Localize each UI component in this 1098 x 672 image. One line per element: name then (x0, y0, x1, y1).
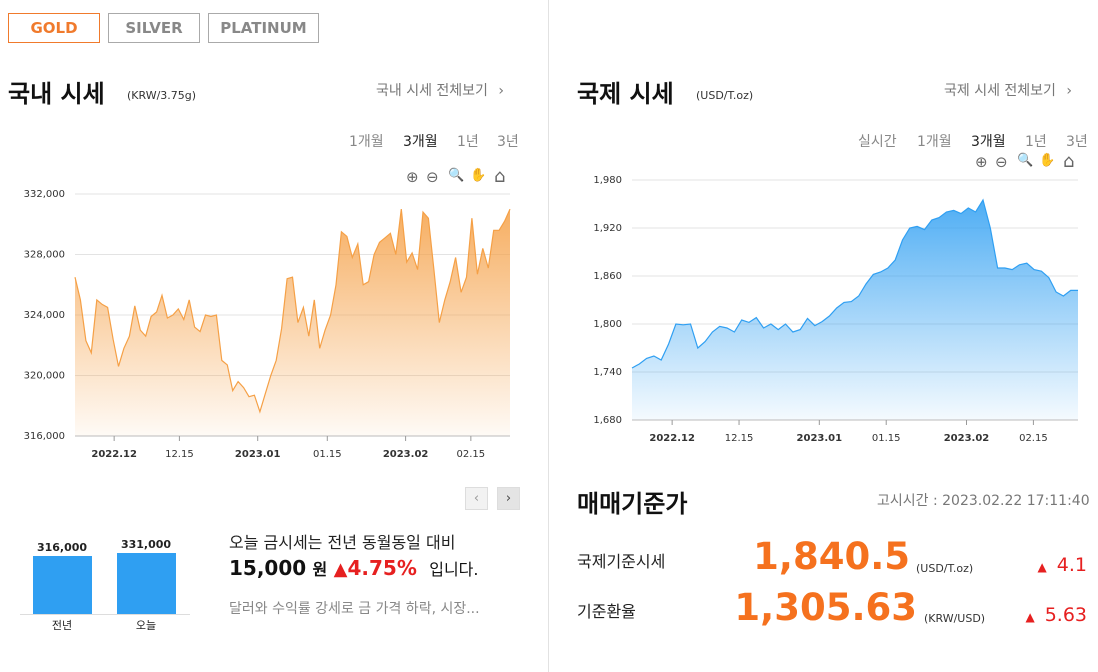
intl-y-tick-label: 1,860 (593, 271, 622, 282)
intl-area (632, 200, 1078, 420)
intl-rate-unit: (USD/T.oz) (916, 562, 974, 575)
intl-series-line (631, 198, 1078, 369)
chevron-left-icon: ‹ (473, 491, 480, 506)
tab-platinum[interactable]: PLATINUM (208, 13, 319, 43)
domestic-period-1y[interactable]: 1년 (457, 134, 479, 150)
intl-period-3y[interactable]: 3년 (1066, 134, 1088, 150)
summary-won: 원 (312, 560, 328, 579)
domestic-area (75, 209, 510, 436)
intl-view-all-label: 국제 시세 전체보기 (944, 83, 1056, 99)
intl-period-1y[interactable]: 1년 (1025, 134, 1047, 150)
bar-last-year-label: 전년 (51, 619, 73, 632)
bar-chart-baseline (20, 614, 190, 615)
rates-time: 고시시간 : 2023.02.22 17:11:40 (877, 493, 1090, 509)
bar-today (117, 553, 176, 614)
intl-period-3m[interactable]: 3개월 (971, 134, 1006, 150)
zoom-select-icon[interactable]: 🔍 (448, 168, 465, 183)
intl-y-tick-label: 1,740 (593, 367, 622, 378)
chevron-right-icon: › (1066, 83, 1073, 99)
zoom-out-icon[interactable]: ⊖ (995, 153, 1008, 171)
bar-last-year (33, 555, 92, 614)
tab-silver[interactable]: SILVER (108, 13, 200, 43)
tab-gold[interactable]: GOLD (8, 13, 100, 43)
domestic-price-chart: 316,000 320,000 324,000 328,000 332,000 2022.… (24, 189, 511, 460)
news-headline-link[interactable]: 달러와 수익률 강세로 금 가격 하락, 시장... (229, 601, 480, 617)
domestic-y-tick-label: 324,000 (24, 310, 65, 321)
prev-page-button[interactable]: ‹ (465, 487, 488, 510)
zoom-in-icon[interactable]: ⊕ (975, 153, 988, 171)
intl-period-1m[interactable]: 1개월 (917, 134, 952, 150)
intl-period-realtime[interactable]: 실시간 (858, 134, 897, 150)
zoom-select-icon[interactable]: 🔍 (1017, 153, 1034, 168)
intl-x-tick-label: 2022.12 (649, 433, 695, 444)
domestic-period-1m[interactable]: 1개월 (349, 134, 384, 150)
domestic-period-3m[interactable]: 3개월 (403, 134, 438, 150)
exchange-rate-value: 1,305.63 (734, 586, 917, 629)
intl-title: 국제 시세 (577, 80, 674, 108)
summary-change: 15,000 원 ▲4.75% 입니다. (229, 556, 478, 580)
intl-price-chart: 1,680 1,740 1,800 1,860 1,920 1,980 2022.12 12.… (593, 175, 1078, 444)
domestic-y-tick-label: 332,000 (24, 189, 65, 200)
domestic-y-tick-label: 328,000 (24, 250, 65, 261)
pan-icon[interactable]: ✋ (1039, 153, 1056, 168)
domestic-x-tick-label: 2023.01 (235, 449, 281, 460)
domestic-x-tick-label: 2023.02 (383, 449, 429, 460)
chevron-right-icon: › (505, 491, 512, 506)
chevron-right-icon: › (498, 83, 505, 99)
exchange-rate-change: ▲ 5.63 (1000, 604, 1087, 626)
home-icon[interactable]: ⌂ (1063, 151, 1075, 172)
exchange-rate-change-value: 5.63 (1044, 604, 1087, 626)
intl-x-tick-label: 12.15 (725, 433, 754, 444)
intl-rate-change: ▲ 4.1 (1000, 554, 1087, 576)
bar-today-label: 오늘 (135, 619, 157, 632)
home-icon[interactable]: ⌂ (494, 166, 506, 187)
domestic-view-all-link[interactable]: 국내 시세 전체보기 › (376, 80, 504, 100)
intl-rate-label: 국제기준시세 (577, 552, 666, 571)
intl-y-tick-label: 1,980 (593, 175, 622, 186)
exchange-rate-unit: (KRW/USD) (924, 612, 986, 625)
up-triangle-icon: ▲ (333, 559, 348, 580)
domestic-y-tick-label: 320,000 (24, 371, 65, 382)
up-triangle-icon: ▲ (1037, 560, 1047, 574)
domestic-period-3y[interactable]: 3년 (497, 134, 519, 150)
rates-title: 매매기준가 (577, 490, 688, 518)
intl-unit: (USD/T.oz) (696, 89, 754, 102)
panel-divider (548, 0, 549, 672)
intl-rate-change-value: 4.1 (1056, 554, 1087, 576)
domestic-x-tick-label: 12.15 (165, 449, 194, 460)
intl-y-tick-label: 1,920 (593, 223, 622, 234)
zoom-out-icon[interactable]: ⊖ (426, 168, 439, 186)
summary-suffix: 입니다. (429, 560, 479, 579)
domestic-x-tick-label: 01.15 (313, 449, 342, 460)
bar-last-year-value: 316,000 (36, 540, 88, 554)
intl-x-tick-label: 2023.02 (944, 433, 990, 444)
intl-x-tick-label: 01.15 (872, 433, 901, 444)
intl-y-tick-label: 1,680 (593, 415, 622, 426)
up-triangle-icon: ▲ (1025, 610, 1035, 624)
domestic-x-tick-label: 2022.12 (91, 449, 137, 460)
pan-icon[interactable]: ✋ (470, 168, 487, 183)
intl-y-tick-label: 1,800 (593, 319, 622, 330)
zoom-in-icon[interactable]: ⊕ (406, 168, 419, 186)
domestic-y-tick-label: 316,000 (24, 431, 65, 442)
summary-amount: 15,000 (229, 556, 307, 580)
intl-x-tick-label: 2023.01 (797, 433, 843, 444)
intl-view-all-link[interactable]: 국제 시세 전체보기 › (944, 80, 1072, 100)
domestic-unit: (KRW/3.75g) (127, 89, 197, 102)
exchange-rate-label: 기준환율 (577, 602, 636, 621)
intl-rate-value: 1,840.5 (753, 535, 910, 578)
domestic-title: 국내 시세 (8, 80, 105, 108)
domestic-series-line (74, 208, 511, 414)
summary-line: 오늘 금시세는 전년 동월동일 대비 (229, 533, 456, 552)
bar-today-value: 331,000 (120, 538, 172, 551)
summary-percent: 4.75% (347, 556, 417, 580)
domestic-x-tick-label: 02.15 (457, 449, 486, 460)
next-page-button[interactable]: › (497, 487, 520, 510)
domestic-view-all-label: 국내 시세 전체보기 (376, 83, 488, 99)
intl-x-tick-label: 02.15 (1019, 433, 1048, 444)
